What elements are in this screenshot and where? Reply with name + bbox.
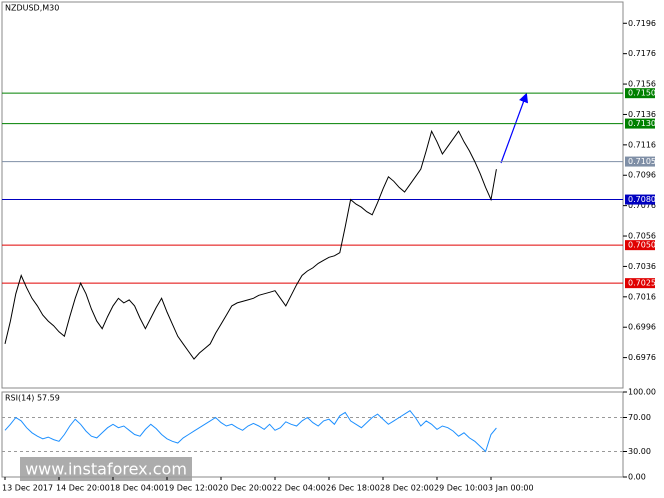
rsi-tick-label: 30.00 — [628, 447, 651, 456]
y-tick-label: 0.7156 — [628, 80, 656, 89]
main-plot-frame — [1, 1, 624, 389]
level-label-box — [625, 156, 655, 167]
y-tick-label: 0.7176 — [628, 49, 656, 58]
level-label: 0.7150 — [628, 89, 656, 98]
rsi-title: RSI(14) 57.59 — [5, 394, 60, 403]
y-tick-label: 0.7096 — [628, 171, 656, 180]
x-tick-label: 14 Dec 20:00 — [56, 484, 110, 493]
y-tick-label: 0.7076 — [628, 201, 656, 210]
x-tick-label: 26 Dec 18:00 — [326, 484, 380, 493]
y-tick-label: 0.6996 — [628, 323, 656, 332]
y-tick-label: 0.6976 — [628, 353, 656, 362]
level-label-box — [625, 194, 655, 205]
x-tick-label: 28 Dec 02:00 — [380, 484, 434, 493]
level-label-box — [625, 88, 655, 99]
level-label: 0.7025 — [628, 279, 656, 288]
x-tick-label: 22 Dec 04:00 — [272, 484, 326, 493]
y-tick-label: 0.7136 — [628, 110, 656, 119]
y-tick-label: 0.7036 — [628, 262, 656, 271]
level-label-box — [625, 278, 655, 289]
level-label-box — [625, 240, 655, 251]
level-label-box — [625, 118, 655, 129]
x-tick-label: 19 Dec 12:00 — [164, 484, 218, 493]
y-tick-label: 0.7116 — [628, 140, 656, 149]
level-label: 0.7050 — [628, 241, 656, 250]
level-label: 0.7130 — [628, 119, 656, 128]
x-tick-label: 3 Jan 00:00 — [488, 484, 534, 493]
x-tick-label: 18 Dec 04:00 — [110, 484, 164, 493]
y-tick-label: 0.7196 — [628, 19, 656, 28]
rsi-tick-label: 0.00 — [628, 473, 646, 482]
watermark: www.instaforex.com — [25, 460, 187, 479]
level-label: 0.7080 — [628, 195, 656, 204]
rsi-line — [4, 410, 497, 453]
y-tick-label: 0.7016 — [628, 292, 656, 301]
rsi-plot-frame — [1, 391, 624, 478]
x-tick-label: 20 Dec 20:00 — [218, 484, 272, 493]
chart-title: NZDUSD,M30 — [5, 4, 59, 13]
x-tick-label: 29 Dec 10:00 — [434, 484, 488, 493]
level-label: 0.7105 — [628, 157, 656, 166]
y-tick-label: 0.7056 — [628, 232, 656, 241]
x-tick-label: 13 Dec 2017 — [2, 484, 53, 493]
forecast-arrow — [500, 92, 529, 164]
rsi-tick-label: 100.00 — [628, 388, 656, 397]
price-line — [4, 129, 497, 360]
rsi-tick-label: 70.00 — [628, 413, 651, 422]
watermark-box — [20, 457, 192, 481]
